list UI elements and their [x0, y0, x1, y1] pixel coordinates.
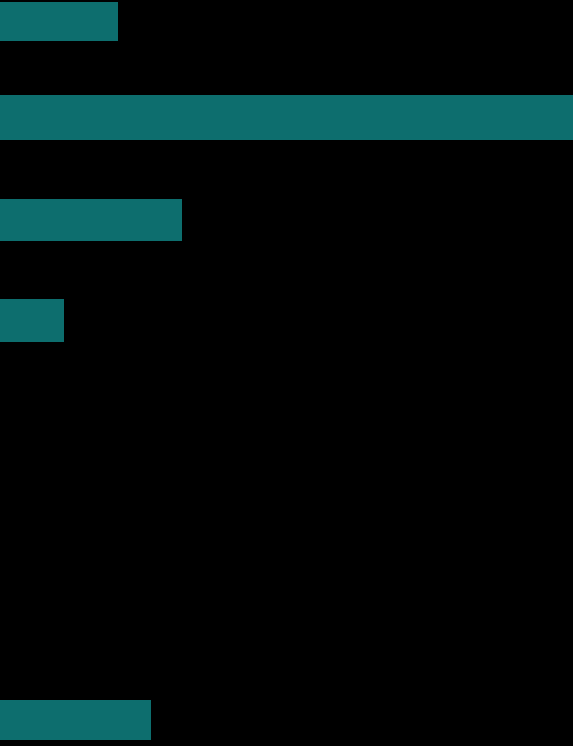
bar-5 — [0, 700, 151, 740]
bar-3 — [0, 199, 182, 241]
bar-1 — [0, 2, 118, 41]
bar-4 — [0, 299, 64, 342]
bar-chart — [0, 0, 573, 746]
bar-2 — [0, 95, 573, 140]
